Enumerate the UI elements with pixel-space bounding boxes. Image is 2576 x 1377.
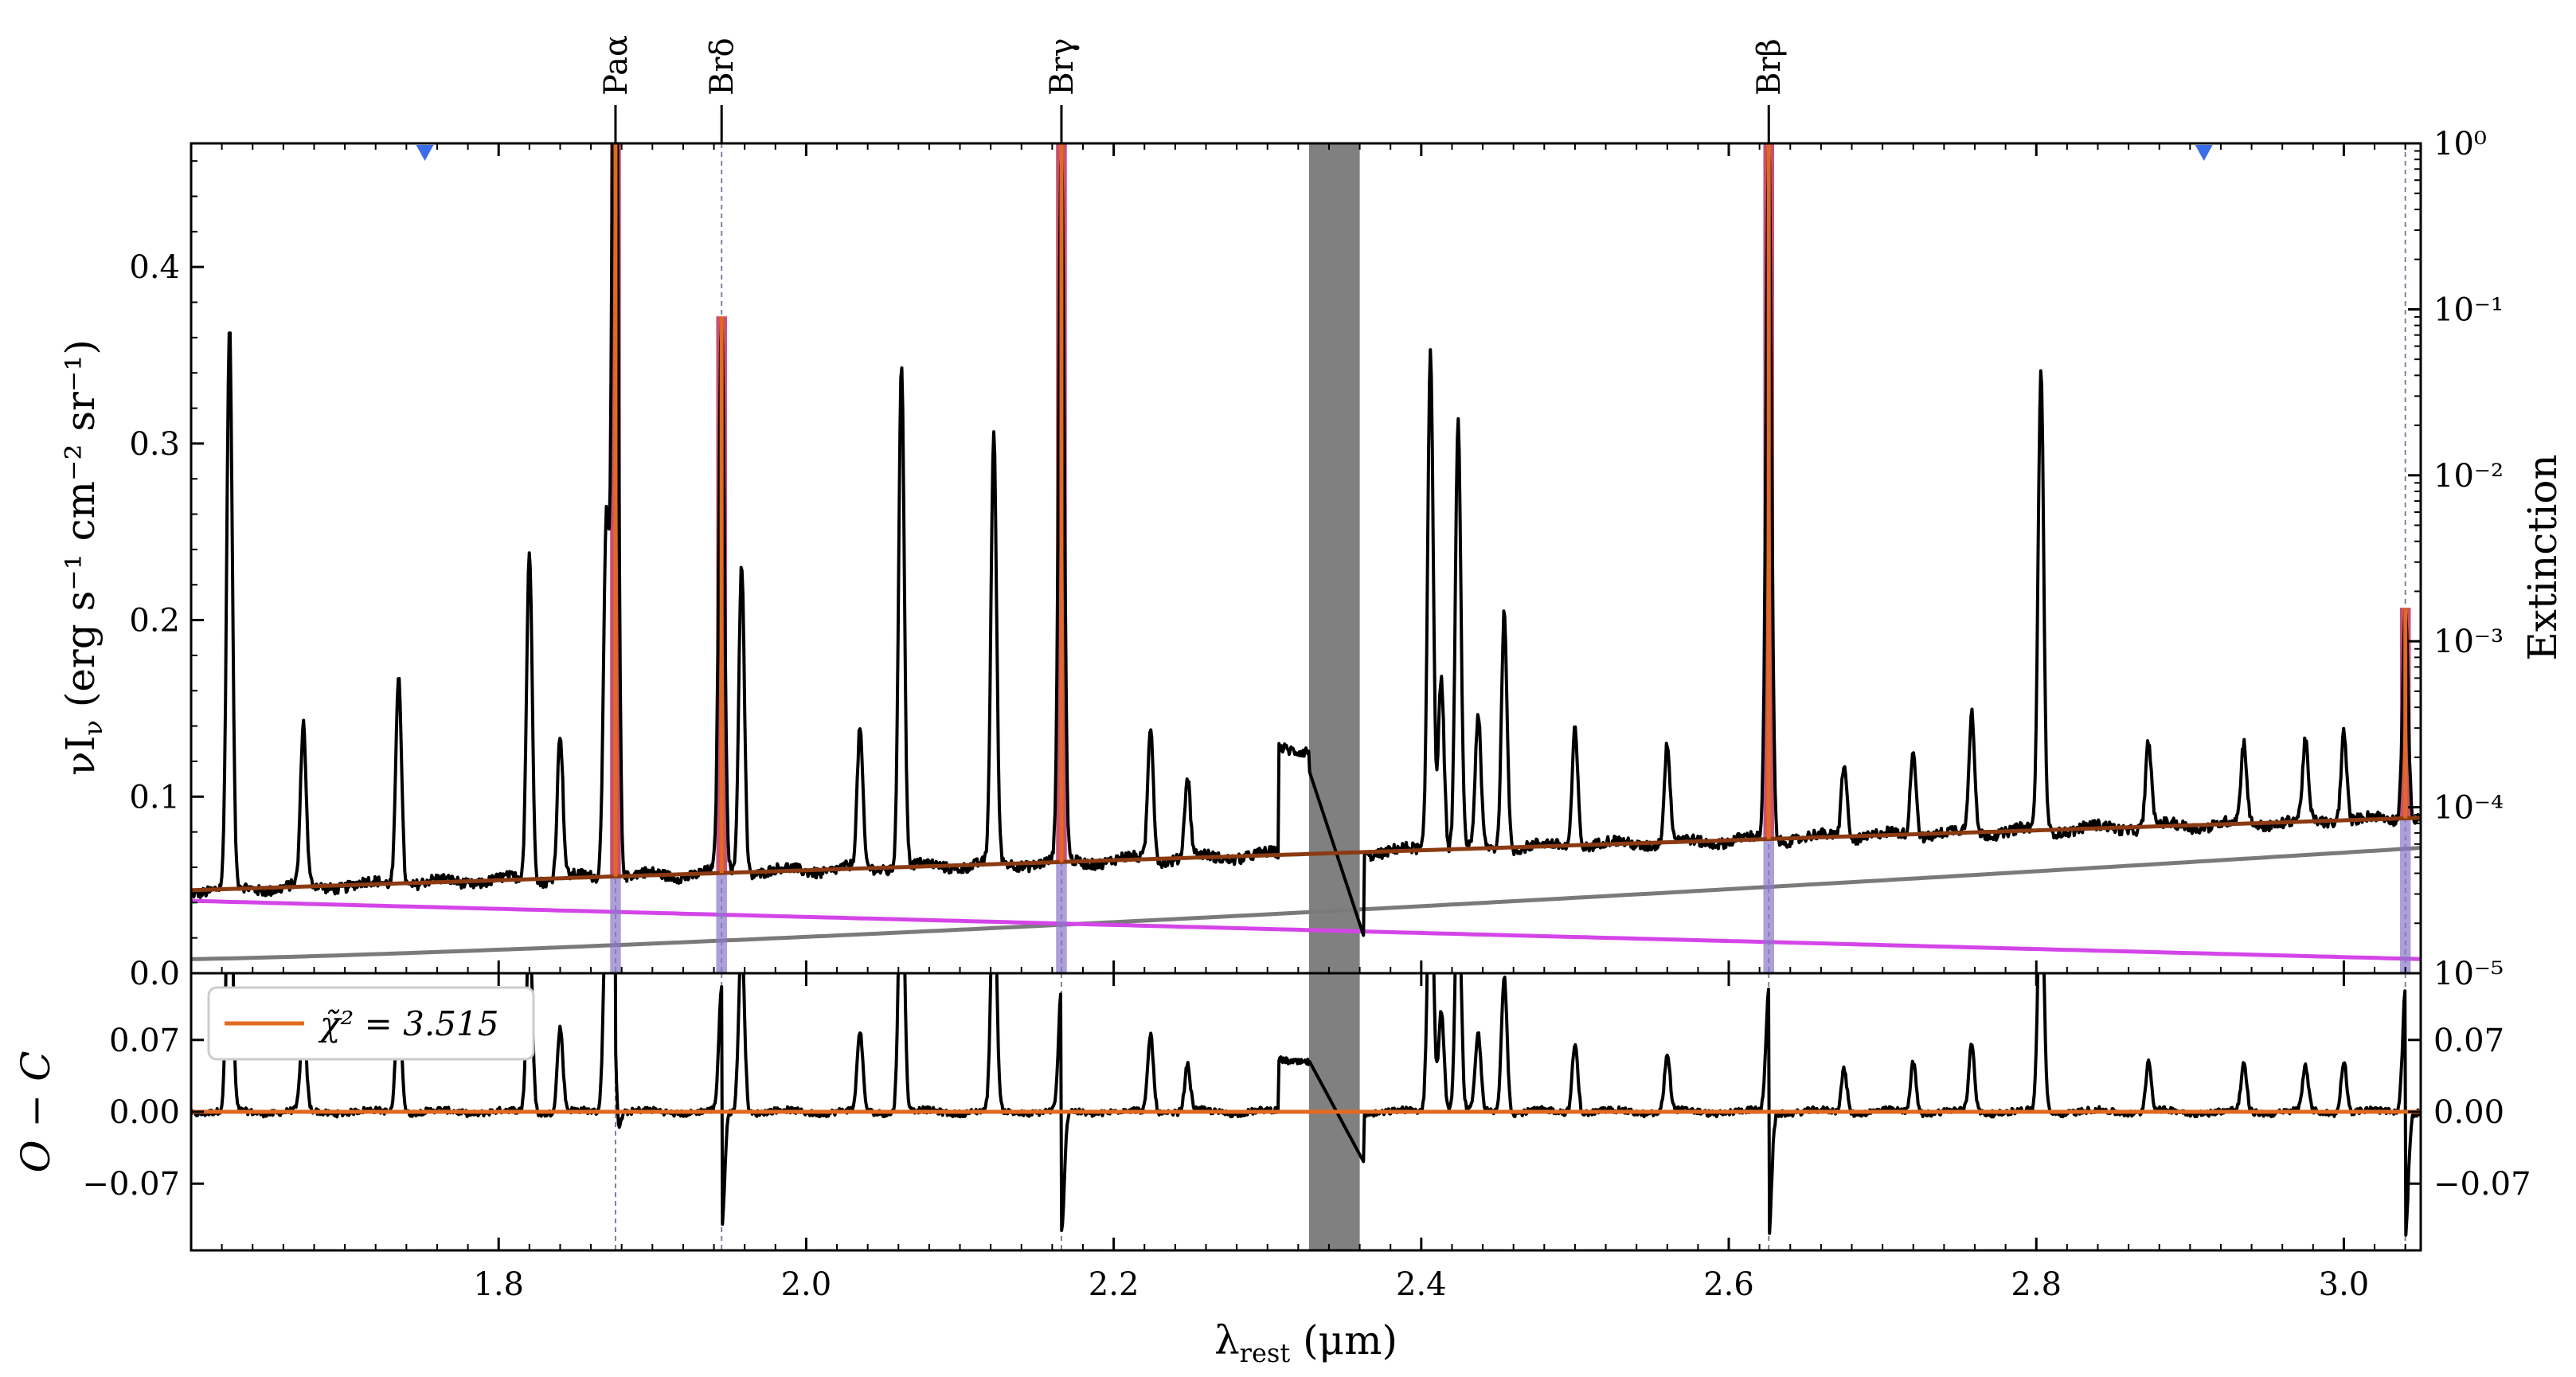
x-tick-label-6: 3.0 <box>2319 1266 2370 1303</box>
right-y-tick-label-0: 10⁻⁵ <box>2433 956 2504 992</box>
x-tick-label-4: 2.6 <box>1703 1266 1754 1303</box>
observed-spectrum-line <box>191 143 2421 937</box>
line-base-fill-1 <box>716 873 727 973</box>
bot-y-tick-label-2: 0.07 <box>109 1023 180 1059</box>
legend-label: χ̃² = 3.515 <box>318 1004 498 1043</box>
line-base-fill-4 <box>2399 818 2411 973</box>
bottom-y-axis-title: O − C <box>13 1051 59 1173</box>
model-fit <box>191 143 2421 893</box>
top-y-tick-label-4: 0.4 <box>129 249 180 286</box>
line-name-label-0: Paα <box>598 35 635 96</box>
x-tick-label-1: 2.0 <box>781 1266 832 1303</box>
extinction-line <box>191 898 2421 961</box>
x-tick-label-3: 2.4 <box>1396 1266 1447 1303</box>
legend: χ̃² = 3.515 <box>207 986 535 1061</box>
right-y-axis-title: Extinction <box>2519 454 2566 660</box>
bot-y-tick-label-right-0: −0.07 <box>2433 1166 2531 1203</box>
stellar-continuum-line <box>191 846 2421 961</box>
extinction-curve <box>191 898 2421 961</box>
bot-y-tick-label-right-1: 0.00 <box>2433 1094 2504 1131</box>
axis-ticks: 1.8 2.0 2.2 2.4 2.6 2.8 3.0 0.0 0.1 0.2 0.3 0.4 10⁻⁵… <box>82 126 2531 1303</box>
line-base-fill-0 <box>610 876 621 973</box>
right-y-tick-label-4: 10⁻¹ <box>2433 291 2504 328</box>
right-y-tick-label-5: 10⁰ <box>2433 126 2487 162</box>
masked-region-band <box>1308 143 1360 1250</box>
right-y-tick-label-1: 10⁻⁴ <box>2433 790 2504 827</box>
bot-y-tick-label-0: −0.07 <box>82 1166 180 1203</box>
top-y-tick-label-3: 0.3 <box>129 426 180 463</box>
top-y-axis-title: νIν (erg s⁻¹ cm⁻² sr⁻¹) <box>57 339 108 776</box>
top-y-tick-label-2: 0.2 <box>129 603 180 640</box>
bot-y-tick-label-1: 0.00 <box>109 1094 180 1131</box>
upper-limit-markers <box>416 145 2213 161</box>
continuum-model-line <box>191 816 2421 893</box>
residual-line <box>191 973 2421 1237</box>
top-y-tick-label-1: 0.1 <box>129 779 180 816</box>
observed-spectrum <box>191 143 2421 937</box>
line-name-label-1: Brδ <box>704 37 741 96</box>
upper-limit-marker-1 <box>2195 145 2213 161</box>
top-y-tick-label-0: 0.0 <box>129 956 180 992</box>
right-y-tick-label-2: 10⁻³ <box>2433 624 2504 660</box>
residual-spectrum <box>191 973 2421 1237</box>
top-panel-frame <box>190 142 2422 975</box>
line-name-labels: Paα Brδ Brγ Brβ <box>598 35 1788 143</box>
x-tick-label-0: 1.8 <box>473 1266 524 1303</box>
x-axis-title: λrest (μm) <box>1214 1317 1397 1368</box>
x-tick-label-2: 2.2 <box>1089 1266 1139 1303</box>
line-base-fill-3 <box>1763 839 1774 973</box>
legend-box <box>207 986 535 1061</box>
line-base-fill-2 <box>1056 862 1067 973</box>
stellar-continuum <box>191 846 2421 961</box>
right-y-tick-label-3: 10⁻² <box>2433 458 2504 495</box>
bot-y-tick-label-right-2: 0.07 <box>2433 1023 2504 1059</box>
upper-limit-marker-0 <box>416 145 434 161</box>
x-tick-label-5: 2.8 <box>2011 1266 2062 1303</box>
line-name-label-2: Brγ <box>1044 38 1081 96</box>
line-name-label-3: Brβ <box>1751 38 1788 96</box>
